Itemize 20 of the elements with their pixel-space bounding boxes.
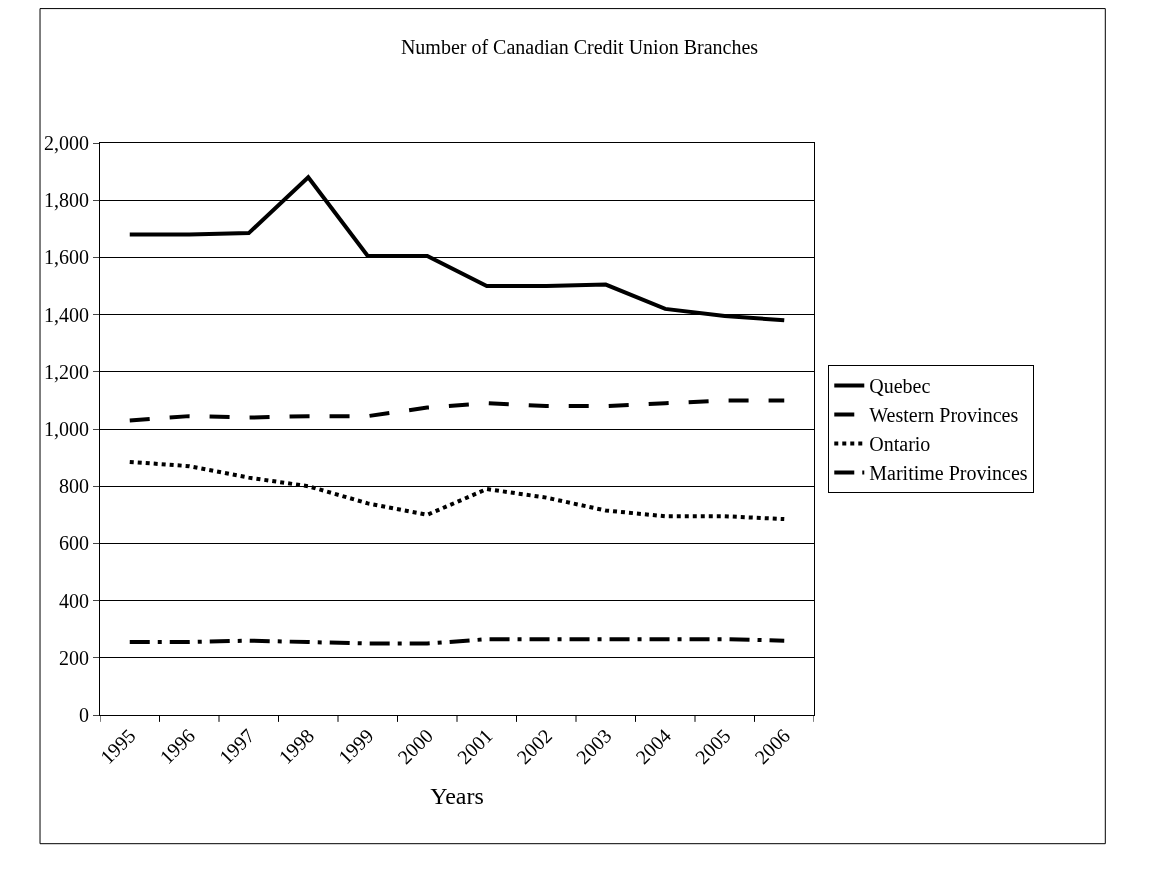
y-tick-label: 1,200 [44, 360, 89, 383]
legend-label: Western Provinces [869, 404, 1019, 427]
x-tick-label: 1998 [274, 724, 319, 769]
y-tick-label: 1,000 [44, 418, 89, 440]
chart-title: Number of Canadian Credit Union Branches [400, 35, 759, 58]
y-tick-label: 1,400 [44, 303, 89, 326]
x-tick-label: 1999 [333, 724, 378, 769]
y-tick-label: 400 [59, 589, 89, 612]
y-tick-label: 2,000 [44, 132, 89, 154]
y-tick-label: 800 [59, 475, 89, 498]
legend-label: Maritime Provinces [869, 462, 1028, 485]
y-tick-label: 200 [59, 646, 89, 669]
y-tick-label: 600 [59, 532, 89, 555]
legend-label: Quebec [869, 375, 931, 398]
y-tick-label: 0 [79, 704, 89, 726]
x-axis-title: Years [430, 783, 484, 810]
line-series [127, 398, 787, 423]
y-tick-label: 1,800 [44, 189, 89, 212]
legend-label: Ontario [869, 433, 931, 456]
y-tick-label: 1,600 [44, 246, 89, 269]
